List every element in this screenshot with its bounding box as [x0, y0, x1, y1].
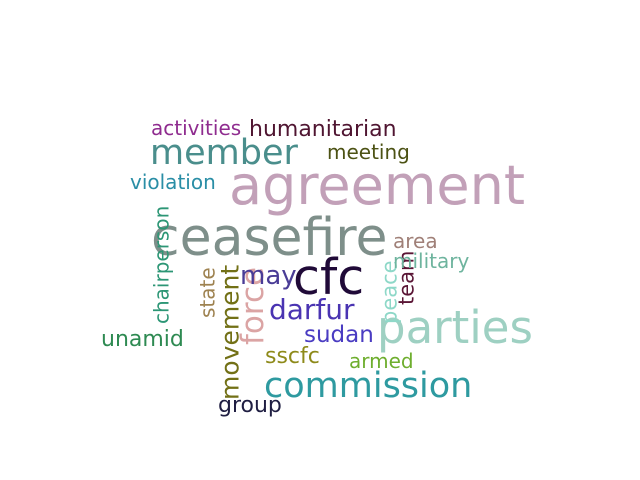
- word-ceasefire: ceasefire: [151, 208, 388, 268]
- word-peace: peace: [377, 260, 401, 324]
- word-military: military: [393, 249, 469, 273]
- word-team: team: [394, 251, 418, 305]
- word-may: may: [240, 261, 297, 291]
- word-member: member: [150, 133, 298, 173]
- word-unamid: unamid: [101, 327, 184, 352]
- word-group: group: [218, 393, 282, 418]
- word-force: force: [235, 267, 271, 345]
- word-agreement: agreement: [229, 154, 525, 217]
- word-movement: movement: [216, 265, 245, 400]
- word-darfur: darfur: [269, 293, 355, 326]
- word-area: area: [393, 229, 438, 253]
- word-state: state: [196, 267, 220, 318]
- word-sscfc: sscfc: [265, 344, 320, 369]
- word-sudan: sudan: [304, 322, 374, 348]
- word-meeting: meeting: [327, 140, 410, 164]
- word-cfc: cfc: [293, 249, 364, 306]
- word-parties: parties: [377, 301, 533, 354]
- word-activities: activities: [151, 116, 241, 140]
- word-violation: violation: [130, 170, 216, 194]
- word-commission: commission: [264, 366, 472, 406]
- word-armed: armed: [349, 349, 414, 373]
- word-humanitarian: humanitarian: [249, 117, 397, 142]
- word-chairperson: chairperson: [150, 206, 174, 324]
